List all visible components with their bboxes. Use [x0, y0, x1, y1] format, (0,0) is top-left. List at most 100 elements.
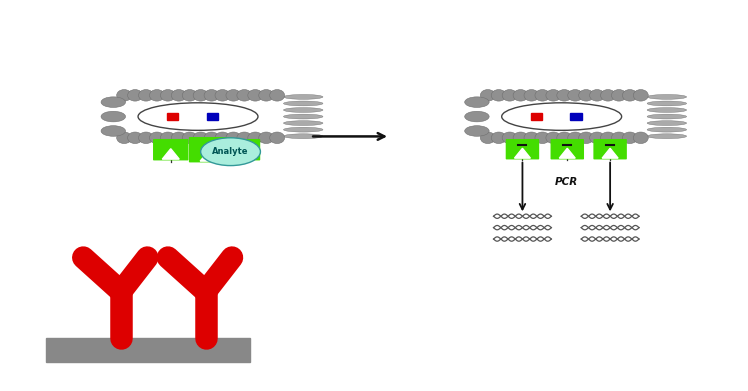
- Ellipse shape: [579, 90, 594, 101]
- Ellipse shape: [150, 90, 165, 101]
- Ellipse shape: [589, 132, 604, 143]
- Ellipse shape: [248, 132, 263, 143]
- Ellipse shape: [480, 132, 495, 143]
- Ellipse shape: [465, 111, 489, 122]
- Ellipse shape: [160, 90, 175, 101]
- Ellipse shape: [647, 95, 687, 99]
- Ellipse shape: [73, 251, 94, 264]
- Ellipse shape: [611, 90, 626, 101]
- Ellipse shape: [283, 108, 323, 113]
- Ellipse shape: [557, 90, 571, 101]
- Ellipse shape: [204, 90, 219, 101]
- Ellipse shape: [114, 285, 128, 298]
- Ellipse shape: [248, 90, 263, 101]
- Ellipse shape: [513, 132, 528, 143]
- Text: PCR: PCR: [555, 177, 578, 187]
- FancyBboxPatch shape: [224, 139, 260, 160]
- Ellipse shape: [601, 132, 616, 143]
- Ellipse shape: [535, 132, 550, 143]
- Polygon shape: [560, 148, 575, 158]
- Ellipse shape: [193, 90, 208, 101]
- Ellipse shape: [465, 97, 489, 108]
- Ellipse shape: [647, 114, 687, 119]
- Ellipse shape: [601, 90, 616, 101]
- Ellipse shape: [160, 132, 175, 143]
- Ellipse shape: [101, 126, 126, 136]
- Ellipse shape: [138, 90, 153, 101]
- Ellipse shape: [535, 90, 550, 101]
- Ellipse shape: [647, 108, 687, 113]
- Text: Analyte: Analyte: [212, 147, 249, 156]
- Ellipse shape: [557, 132, 571, 143]
- Polygon shape: [602, 148, 618, 158]
- Ellipse shape: [502, 132, 517, 143]
- Ellipse shape: [183, 132, 197, 143]
- Ellipse shape: [491, 132, 506, 143]
- Ellipse shape: [634, 90, 649, 101]
- Ellipse shape: [611, 132, 626, 143]
- Ellipse shape: [283, 134, 323, 139]
- Ellipse shape: [513, 90, 528, 101]
- Ellipse shape: [579, 132, 594, 143]
- Ellipse shape: [546, 90, 561, 101]
- Ellipse shape: [237, 132, 252, 143]
- Ellipse shape: [283, 95, 323, 99]
- Ellipse shape: [101, 97, 126, 108]
- Ellipse shape: [622, 132, 637, 143]
- Ellipse shape: [183, 90, 197, 101]
- Ellipse shape: [465, 126, 489, 136]
- Ellipse shape: [138, 251, 157, 264]
- Polygon shape: [515, 148, 530, 158]
- Ellipse shape: [480, 90, 495, 101]
- Ellipse shape: [568, 90, 583, 101]
- Ellipse shape: [200, 138, 260, 166]
- Bar: [46, 338, 251, 362]
- Ellipse shape: [199, 285, 212, 298]
- Ellipse shape: [259, 132, 274, 143]
- Ellipse shape: [634, 132, 649, 143]
- Ellipse shape: [215, 132, 230, 143]
- Ellipse shape: [150, 132, 165, 143]
- Ellipse shape: [283, 114, 323, 119]
- Ellipse shape: [193, 132, 208, 143]
- Ellipse shape: [647, 121, 687, 126]
- Ellipse shape: [647, 101, 687, 106]
- FancyBboxPatch shape: [593, 139, 627, 160]
- FancyBboxPatch shape: [551, 139, 584, 160]
- Ellipse shape: [283, 127, 323, 132]
- Polygon shape: [234, 149, 251, 159]
- Ellipse shape: [128, 90, 143, 101]
- Ellipse shape: [502, 90, 517, 101]
- FancyBboxPatch shape: [153, 139, 188, 160]
- Ellipse shape: [128, 132, 143, 143]
- Bar: [531, 113, 542, 120]
- Ellipse shape: [117, 132, 132, 143]
- Ellipse shape: [647, 134, 687, 139]
- Ellipse shape: [524, 90, 539, 101]
- Ellipse shape: [117, 90, 132, 101]
- Ellipse shape: [647, 127, 687, 132]
- Ellipse shape: [222, 251, 242, 264]
- Polygon shape: [200, 149, 221, 161]
- Ellipse shape: [226, 90, 241, 101]
- Polygon shape: [162, 149, 180, 159]
- Ellipse shape: [204, 132, 219, 143]
- Ellipse shape: [546, 132, 561, 143]
- Ellipse shape: [568, 132, 583, 143]
- Ellipse shape: [589, 90, 604, 101]
- Bar: [167, 113, 179, 120]
- Ellipse shape: [171, 132, 186, 143]
- Ellipse shape: [237, 90, 252, 101]
- Ellipse shape: [270, 90, 285, 101]
- Ellipse shape: [283, 101, 323, 106]
- Ellipse shape: [171, 90, 186, 101]
- Ellipse shape: [138, 132, 153, 143]
- FancyBboxPatch shape: [189, 137, 233, 162]
- Bar: [570, 113, 582, 120]
- Ellipse shape: [158, 251, 178, 264]
- Ellipse shape: [226, 132, 241, 143]
- Ellipse shape: [524, 132, 539, 143]
- Ellipse shape: [101, 111, 126, 122]
- Ellipse shape: [259, 90, 274, 101]
- Ellipse shape: [270, 132, 285, 143]
